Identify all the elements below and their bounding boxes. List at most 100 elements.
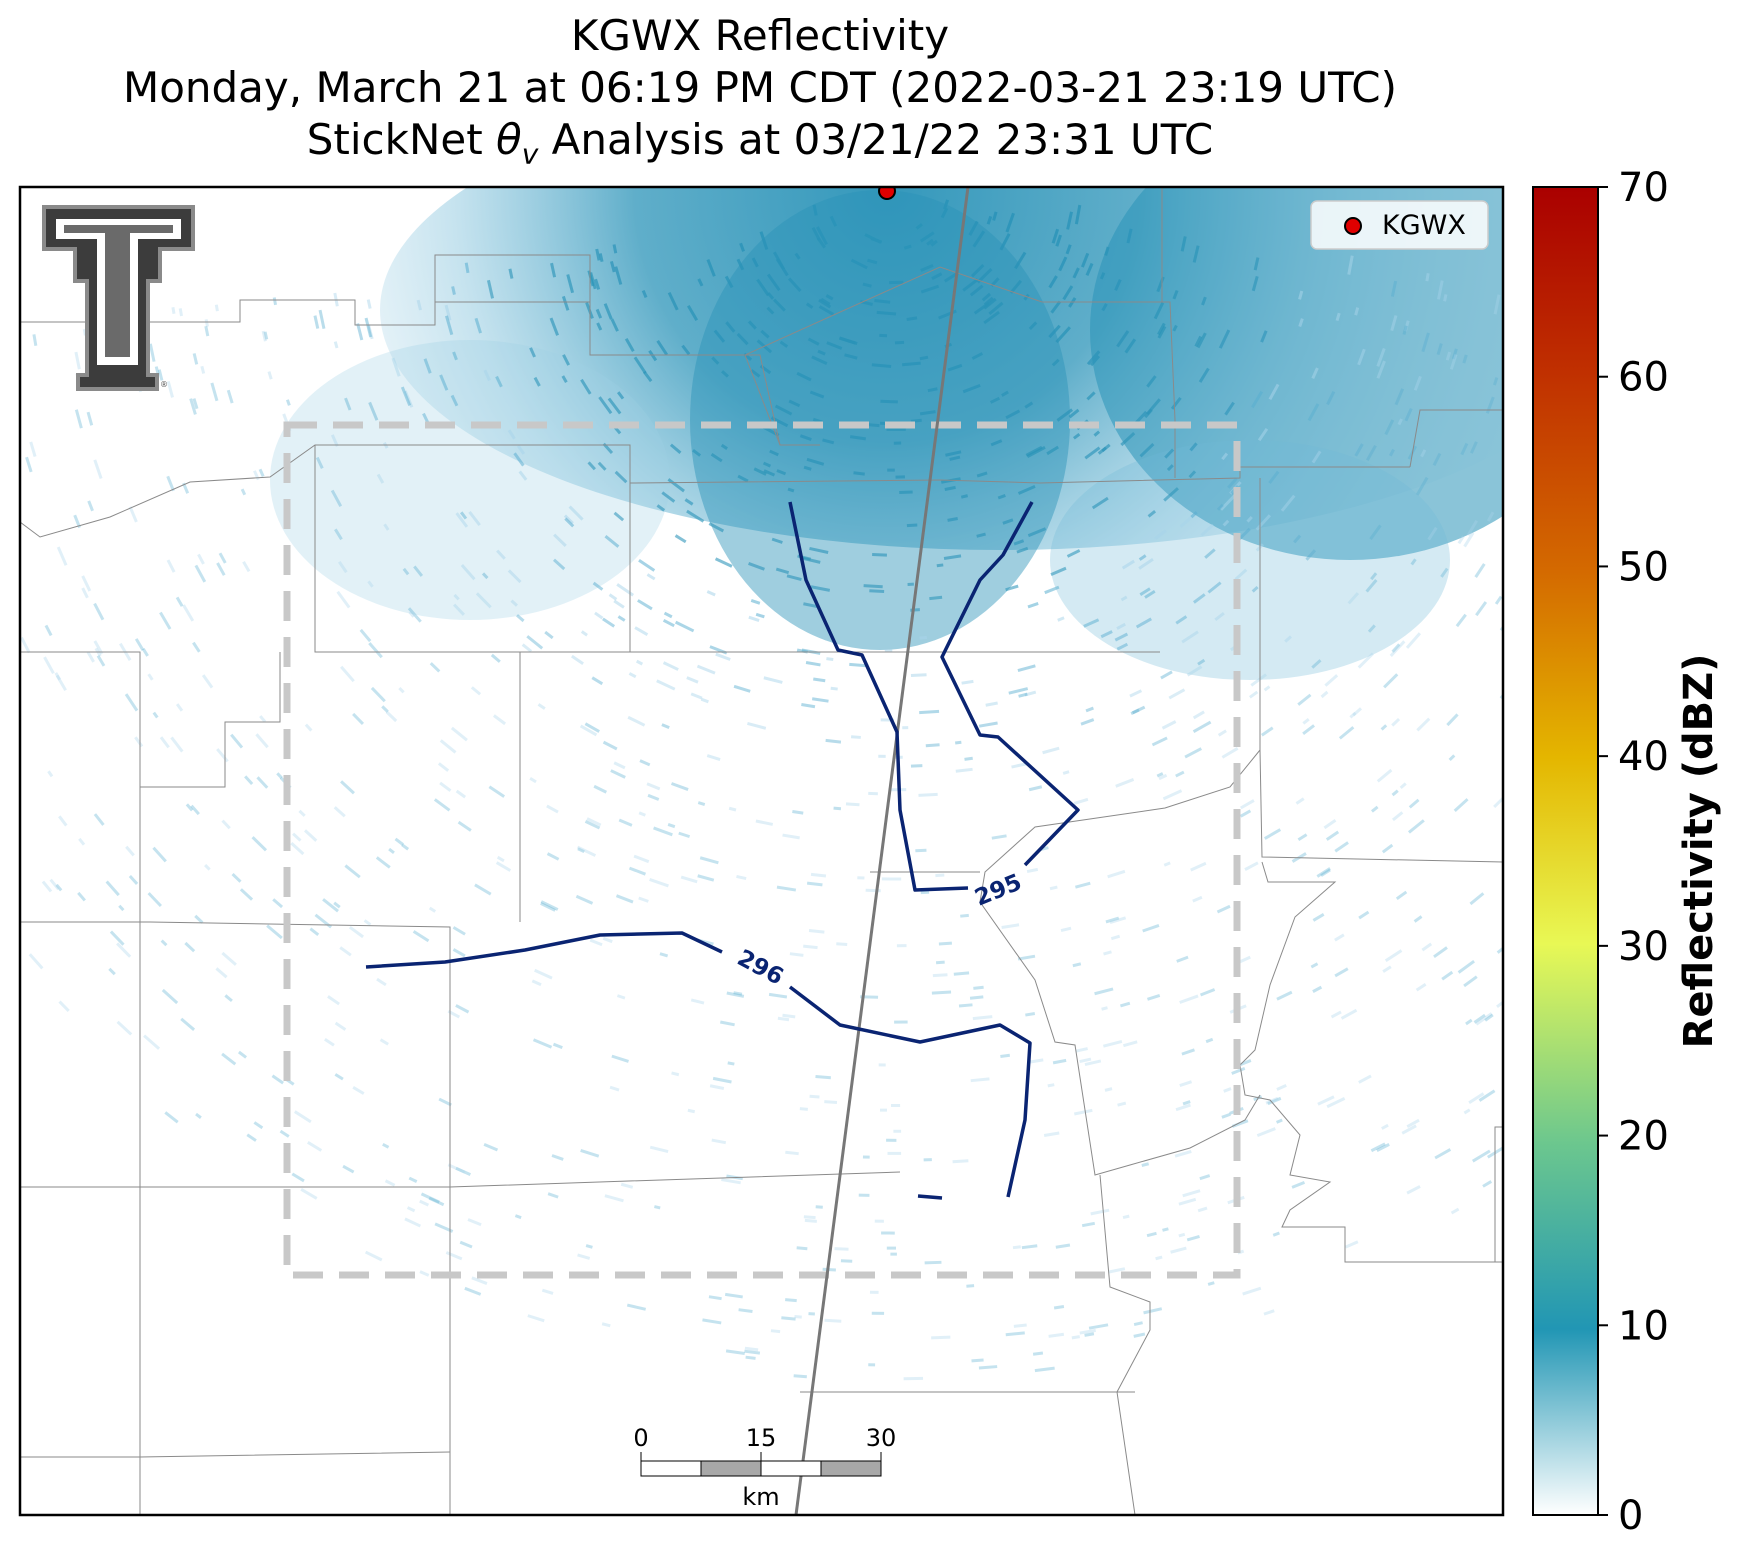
echo-speckle (702, 1318, 722, 1325)
echo-speckle (404, 1217, 421, 1228)
echo-speckle (259, 715, 267, 723)
echo-speckle (1175, 1103, 1191, 1112)
echo-speckle (55, 883, 63, 892)
echo-speckle (1122, 1040, 1138, 1048)
echo-speckle (194, 914, 204, 924)
echo-speckle (313, 315, 320, 329)
echo-speckle (1193, 593, 1206, 604)
echo-speckle (1192, 245, 1200, 263)
echo-speckle (1073, 432, 1081, 440)
echo-speckle (811, 226, 821, 241)
echo-speckle (793, 1374, 807, 1379)
echo-speckle (986, 215, 993, 225)
echo-speckle (626, 1303, 647, 1311)
echo-speckle (74, 409, 83, 429)
echo-speckle (483, 1143, 499, 1152)
echo-speckle (960, 494, 969, 499)
echo-speckle (340, 665, 355, 683)
echo-speckle (1048, 1332, 1065, 1338)
echo-speckle (263, 331, 269, 340)
echo-speckle (748, 561, 765, 571)
echo-speckle (267, 371, 273, 380)
echo-speckle (192, 353, 199, 365)
echo-speckle (1151, 736, 1168, 747)
echo-speckle (402, 567, 410, 576)
echo-speckle (1487, 1146, 1503, 1159)
echo-speckle (1192, 710, 1205, 720)
echo-speckle (239, 888, 254, 901)
echo-speckle (514, 1214, 522, 1220)
echo-speckle (930, 239, 938, 247)
echo-speckle (552, 1042, 563, 1050)
echo-speckle (1420, 449, 1427, 458)
echo-speckle (879, 333, 888, 338)
echo-speckle (549, 317, 559, 336)
echo-speckle (1310, 962, 1319, 969)
echo-speckle (1216, 904, 1231, 914)
echo-speckle (973, 985, 984, 990)
echo-speckle (1413, 915, 1423, 923)
echo-speckle (825, 294, 834, 301)
echo-speckle (483, 369, 491, 382)
county-boundaries (20, 187, 1503, 1515)
echo-speckle (1257, 427, 1269, 442)
echo-speckle (792, 809, 804, 815)
echo-speckle (1081, 1221, 1096, 1228)
echo-speckle (639, 759, 651, 767)
echo-speckle (516, 444, 526, 455)
echo-speckle (1182, 1100, 1191, 1106)
echo-speckle (1028, 785, 1043, 792)
echo-speckle (750, 599, 761, 605)
echo-speckle (634, 626, 649, 637)
echo-speckle (803, 602, 820, 609)
echo-speckle (811, 697, 829, 703)
echo-speckle (686, 676, 699, 684)
echo-speckle (1072, 962, 1082, 968)
texas-tech-logo: ® (42, 205, 195, 391)
echo-speckle (471, 1276, 488, 1285)
echo-speckle (307, 1140, 323, 1152)
echo-speckle (1011, 762, 1028, 769)
echo-speckle (1462, 354, 1468, 364)
echo-speckle (642, 370, 653, 383)
echo-speckle (1176, 955, 1189, 963)
echo-speckle (800, 556, 821, 564)
echo-speckle (1493, 797, 1503, 809)
echo-speckle (1316, 867, 1331, 878)
echo-speckle (903, 1376, 924, 1381)
echo-speckle (1407, 819, 1425, 834)
echo-speckle (452, 926, 466, 936)
echo-speckle (895, 475, 905, 479)
echo-speckle (849, 435, 867, 441)
echo-speckle (109, 930, 125, 946)
echo-speckle (932, 973, 948, 978)
echo-speckle (175, 596, 184, 607)
echo-speckle (58, 1000, 70, 1012)
echo-speckle (73, 514, 82, 529)
echo-speckle (953, 971, 970, 976)
echo-speckle (1175, 770, 1185, 778)
echo-speckle (954, 740, 962, 745)
echo-speckle (546, 852, 560, 861)
echo-speckle (766, 273, 781, 292)
echo-speckle (1182, 1189, 1201, 1198)
echo-speckle (990, 439, 1003, 447)
echo-speckle (1147, 993, 1161, 1001)
echo-speckle (1197, 658, 1206, 666)
echo-speckle (925, 743, 940, 748)
echo-speckle (801, 703, 816, 709)
echo-speckle (1334, 967, 1349, 978)
echo-speckle (1291, 1180, 1306, 1189)
echo-speckle (886, 1138, 897, 1142)
echo-speckle (93, 459, 103, 480)
echo-speckle (1154, 529, 1167, 540)
echo-speckle (486, 279, 495, 299)
echo-speckle (534, 968, 553, 980)
echo-speckle (1496, 994, 1503, 1009)
echo-speckle (1440, 567, 1449, 578)
echo-speckle (1034, 1366, 1055, 1373)
echo-speckle (610, 318, 619, 332)
echo-speckle (1334, 933, 1345, 942)
echo-speckle (406, 1206, 416, 1213)
echo-speckle (1421, 942, 1433, 952)
